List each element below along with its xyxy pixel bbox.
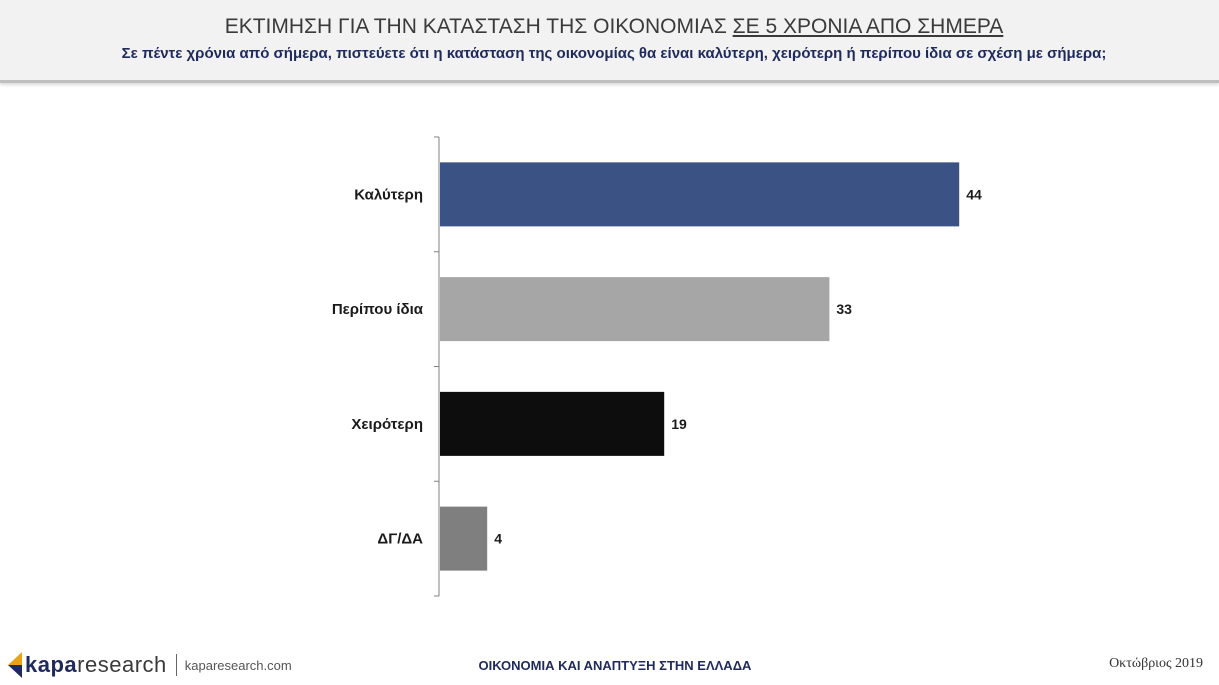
data-label: 4: [494, 531, 502, 547]
bar: [440, 277, 830, 342]
category-label: Χειρότερη: [351, 416, 423, 433]
category-label: Περίπου ίδια: [332, 301, 424, 318]
category-label: ΔΓ/ΔΑ: [377, 531, 423, 548]
data-label: 33: [836, 301, 852, 317]
company-logo: kaparesearch kaparesearch.com: [8, 650, 292, 680]
footer-date: Οκτώβριος 2019: [1109, 656, 1203, 671]
logo-text: kaparesearch: [25, 652, 167, 677]
page-title: ΕΚΤΙΜΗΣΗ ΓΙΑ ΤΗΝ ΚΑΤΑΣΤΑΣΗ ΤΗΣ ΟΙΚΟΝΟΜΙΑ…: [0, 15, 1219, 39]
footer-section-title: ΟΙΚΟΝΟΜΙΑ ΚΑΙ ΑΝΑΠΤΥΞΗ ΣΤΗΝ ΕΛΛΑΔΑ: [478, 658, 752, 673]
title-underlined: ΣΕ 5 ΧΡΟΝΙΑ ΑΠΟ ΣΗΜΕΡΑ: [732, 15, 1004, 38]
company-url: kaparesearch.com: [184, 657, 292, 673]
title-main: ΕΚΤΙΜΗΣΗ ΓΙΑ ΤΗΝ ΚΑΤΑΣΤΑΣΗ ΤΗΣ ΟΙΚΟΝΟΜΙΑ…: [224, 15, 733, 38]
data-label: 44: [966, 186, 982, 202]
category-label: Καλύτερη: [354, 186, 423, 203]
bar: [440, 391, 665, 456]
data-label: 19: [671, 416, 687, 432]
logo-mark-icon: [8, 652, 22, 678]
header-banner: ΕΚΤΙΜΗΣΗ ΓΙΑ ΤΗΝ ΚΑΤΑΣΤΑΣΗ ΤΗΣ ΟΙΚΟΝΟΜΙΑ…: [0, 0, 1219, 83]
page-subtitle: Σε πέντε χρόνια από σήμερα, πιστεύετε ότ…: [121, 45, 1107, 62]
logo-separator: [175, 654, 177, 676]
bar: [440, 506, 488, 571]
bar: [440, 162, 960, 227]
